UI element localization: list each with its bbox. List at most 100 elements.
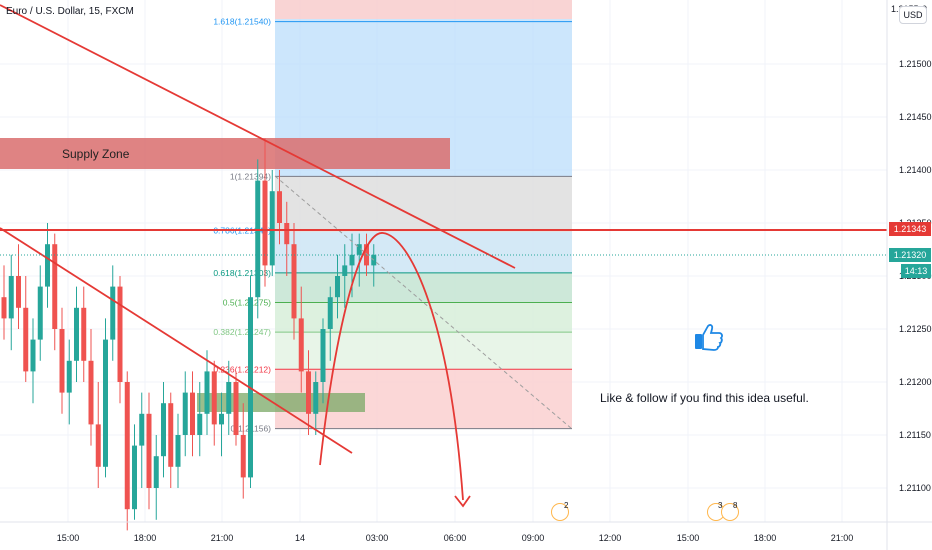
candle-body — [66, 360, 72, 393]
candle-body — [59, 329, 65, 393]
candle-body — [190, 392, 195, 435]
candle-body — [306, 371, 311, 414]
candle-body — [161, 403, 166, 457]
candle-body — [1, 297, 7, 319]
fib-teal-zone — [275, 232, 572, 273]
candle-body — [37, 286, 43, 340]
time-tick-label: 14 — [295, 533, 305, 543]
candle-body — [284, 223, 290, 245]
forecast-arrow-head — [454, 495, 471, 508]
candle-body — [204, 371, 210, 414]
time-tick-label: 12:00 — [599, 533, 622, 543]
trendline-upper — [0, 4, 516, 269]
candle-body — [277, 191, 282, 223]
currency-button[interactable]: USD — [899, 6, 927, 24]
fib-level-label: 0.5(1.21275) — [223, 298, 271, 308]
event-count-1: 2 — [564, 501, 569, 510]
candle-body — [342, 265, 348, 276]
fib-grey-zone — [275, 176, 572, 232]
price-tick-label: 1.21200 — [899, 377, 932, 387]
fib-green-zone-2 — [275, 302, 572, 332]
event-count-3: 8 — [733, 501, 738, 510]
candle-body — [313, 382, 319, 414]
fib-level-label: 1(1.21394) — [230, 171, 271, 181]
candle-body — [139, 413, 145, 446]
fib-level-label: 1.618(1.21540) — [213, 17, 271, 27]
supply-zone-box — [0, 138, 450, 169]
idea-note: Like & follow if you find this idea usef… — [600, 391, 809, 405]
time-axis: 15:00 18:00 21:00 14 03:00 06:00 09:00 12:00 15:… — [57, 533, 854, 543]
price-tick-label: 1.21400 — [899, 165, 932, 175]
candle-body — [95, 424, 101, 467]
fib-level-label: 0.382(1.21247) — [213, 327, 271, 337]
candle-body — [146, 413, 152, 488]
candle-body — [298, 318, 304, 372]
candle-body — [233, 382, 239, 435]
candle-body — [103, 339, 108, 467]
fib-top-red-zone — [275, 0, 572, 19]
price-line-tag: 1.21343 — [889, 222, 931, 236]
drawing-zones — [0, 0, 572, 429]
candle-body — [30, 339, 36, 372]
last-price-tag: 1.21320 — [889, 248, 931, 262]
candle-body — [124, 382, 130, 510]
price-tick-label: 1.21500 — [899, 59, 932, 69]
candle-body — [81, 307, 87, 361]
fib-green-zone-3 — [275, 332, 572, 369]
candle-body — [327, 297, 333, 329]
fib-level-label: 0.618(1.21303) — [213, 268, 271, 278]
candle-body — [8, 276, 14, 319]
candle-body — [175, 435, 181, 467]
candle-body — [117, 286, 123, 382]
candle-body — [168, 403, 174, 467]
price-tick-label: 1.21150 — [899, 430, 931, 440]
event-count-2: 3 — [718, 501, 723, 510]
candle-body — [45, 244, 50, 287]
price-tick-label: 1.21450 — [899, 112, 932, 122]
candle-body — [291, 244, 297, 319]
time-tick-label: 15:00 — [677, 533, 700, 543]
time-tick-label: 21:00 — [831, 533, 854, 543]
candle-body — [320, 329, 326, 382]
trendline-lower — [0, 227, 353, 454]
candle-body — [335, 276, 340, 298]
forecast-arc — [319, 232, 464, 501]
time-tick-label: 06:00 — [444, 533, 467, 543]
candle-body — [349, 254, 355, 266]
countdown-tag: 14:13 — [901, 264, 931, 278]
candle-body — [211, 371, 217, 425]
time-tick-label: 21:00 — [211, 533, 234, 543]
candle-body — [110, 286, 116, 340]
candle-body — [219, 413, 224, 425]
price-tick-label: 1.21250 — [899, 324, 932, 334]
candle-body — [132, 445, 137, 510]
fib-level-label: 0.236(1.21212) — [213, 364, 271, 374]
candle-body — [182, 392, 188, 435]
candle-body — [153, 456, 159, 488]
candle-body — [226, 382, 232, 414]
candle-body — [16, 276, 21, 308]
fib-diagonal — [274, 175, 573, 430]
time-tick-label: 03:00 — [366, 533, 389, 543]
time-tick-label: 18:00 — [754, 533, 777, 543]
candle-body — [356, 244, 362, 255]
candle-body — [88, 360, 94, 425]
candle-body — [269, 191, 275, 266]
candle-body — [197, 413, 203, 435]
price-tick-label: 1.21100 — [899, 483, 931, 493]
candle-body — [240, 435, 246, 478]
time-tick-label: 18:00 — [134, 533, 157, 543]
candle-body — [255, 180, 261, 298]
trend-drawings — [0, 4, 887, 508]
time-tick-label: 15:00 — [57, 533, 80, 543]
thumbs-up-icon — [695, 324, 723, 351]
candle-body — [262, 180, 268, 266]
demand-zone-box — [197, 393, 365, 412]
supply-zone-label: Supply Zone — [62, 147, 130, 161]
candle-body — [74, 307, 79, 361]
symbol-title: Euro / U.S. Dollar, 15, FXCM — [6, 6, 134, 17]
economic-event-icon-1[interactable] — [551, 503, 569, 521]
economic-event-icon-3[interactable] — [721, 503, 739, 521]
